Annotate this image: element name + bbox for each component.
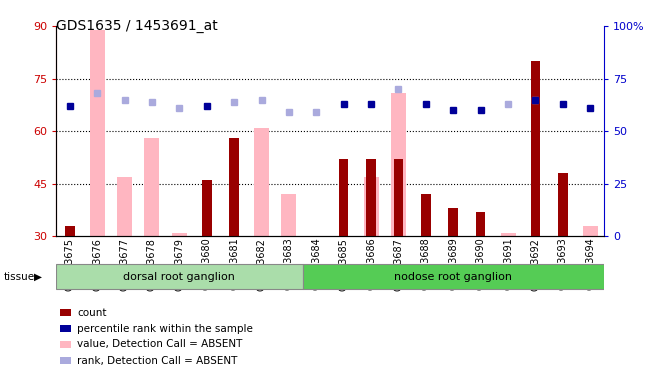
Bar [172,233,187,236]
Bar [366,159,376,236]
Bar [60,325,71,332]
Bar [202,180,212,236]
Bar [229,138,239,236]
Bar [60,340,71,348]
Bar [531,61,541,236]
Bar [391,93,406,236]
Text: rank, Detection Call = ABSENT: rank, Detection Call = ABSENT [77,356,238,366]
Bar [90,30,105,236]
Bar [302,264,604,289]
Bar [558,173,568,236]
Text: ▶: ▶ [34,272,42,282]
Bar [254,128,269,236]
Bar [364,177,379,236]
Bar [583,226,598,236]
Text: nodose root ganglion: nodose root ganglion [394,272,512,282]
Bar [65,226,75,236]
Text: percentile rank within the sample: percentile rank within the sample [77,324,253,333]
Text: count: count [77,308,107,318]
Bar [448,208,458,236]
Bar [393,159,403,236]
Bar [281,194,296,236]
Bar [56,264,302,289]
Bar [145,138,160,236]
Bar [421,194,431,236]
Text: GDS1635 / 1453691_at: GDS1635 / 1453691_at [56,19,218,33]
Bar [476,212,486,236]
Bar [60,309,71,316]
Text: dorsal root ganglion: dorsal root ganglion [123,272,236,282]
Text: tissue: tissue [3,272,34,282]
Bar [339,159,348,236]
Bar [117,177,132,236]
Bar [500,233,515,236]
Text: value, Detection Call = ABSENT: value, Detection Call = ABSENT [77,339,243,349]
Bar [60,357,71,364]
